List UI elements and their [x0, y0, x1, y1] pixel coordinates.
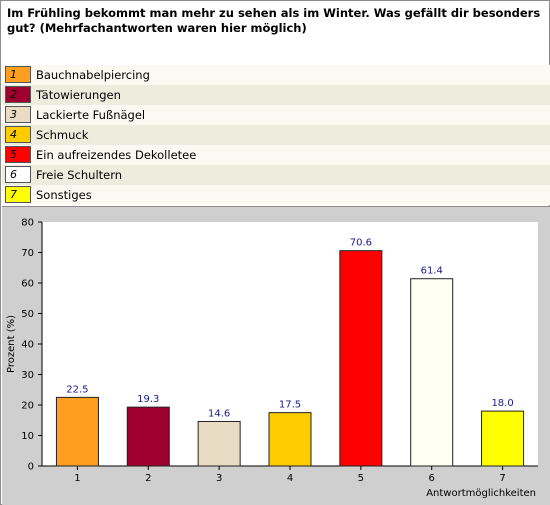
value-label-3: 14.6 — [208, 408, 230, 419]
x-tick-label-2: 2 — [145, 473, 151, 484]
y-tick-label: 0 — [28, 462, 34, 473]
legend-label-2: Tätowierungen — [36, 88, 121, 102]
x-tick-label-3: 3 — [216, 473, 222, 484]
bar-1 — [55, 396, 99, 467]
legend-swatch-1: 1 — [5, 66, 31, 83]
y-tick-label: 20 — [21, 401, 34, 412]
legend-item-5: 5 Ein aufreizendes Dekolletee — [2, 145, 550, 165]
legend-item-7: 7 Sonstiges — [2, 185, 550, 205]
y-tick-label: 80 — [21, 218, 34, 229]
bar-chart: 0 10 20 30 40 50 60 70 80 Prozent (%) 22.5 1 19.3 2 14… — [6, 218, 538, 499]
legend-item-2: 2 Tätowierungen — [2, 85, 550, 105]
value-label-6: 61.4 — [421, 266, 443, 277]
value-label-2: 19.3 — [137, 394, 159, 405]
legend-swatch-7: 7 — [5, 186, 31, 203]
legend-swatch-2: 2 — [5, 86, 31, 103]
y-tick-label: 60 — [21, 279, 34, 290]
legend: 1 Bauchnabelpiercing 2 Tätowierungen 3 L… — [2, 65, 550, 205]
bar-7 — [481, 410, 525, 467]
y-tick-label: 10 — [21, 431, 34, 442]
legend-swatch-3: 3 — [5, 106, 31, 123]
legend-swatch-5: 5 — [5, 146, 31, 163]
chart-area: 0 10 20 30 40 50 60 70 80 Prozent (%) 22.5 1 19.3 2 14… — [2, 206, 550, 505]
y-tick-label: 50 — [21, 309, 34, 320]
legend-label-7: Sonstiges — [36, 188, 92, 202]
legend-label-6: Freie Schultern — [36, 168, 123, 182]
bar-5 — [339, 250, 383, 467]
legend-item-1: 1 Bauchnabelpiercing — [2, 65, 550, 85]
x-tick-label-7: 7 — [499, 473, 505, 484]
legend-item-3: 3 Lackierte Fußnägel — [2, 105, 550, 125]
legend-label-4: Schmuck — [36, 128, 89, 142]
legend-label-5: Ein aufreizendes Dekolletee — [36, 148, 197, 162]
x-tick-label-5: 5 — [358, 473, 364, 484]
x-tick-label-4: 4 — [287, 473, 293, 484]
legend-swatch-6: 6 — [5, 166, 31, 183]
legend-item-4: 4 Schmuck — [2, 125, 550, 145]
y-tick-label: 40 — [21, 340, 34, 351]
value-label-7: 18.0 — [491, 398, 513, 409]
bar-3 — [197, 420, 241, 467]
question-title: Im Frühling bekommt man mehr zu sehen al… — [7, 6, 541, 35]
legend-swatch-4: 4 — [5, 126, 31, 143]
y-axis-label: Prozent (%) — [6, 315, 17, 373]
x-tick-label-1: 1 — [74, 473, 80, 484]
x-tick-label-6: 6 — [429, 473, 435, 484]
x-axis-label: Antwortmöglichkeiten — [426, 488, 536, 499]
value-label-1: 22.5 — [66, 384, 88, 395]
legend-item-6: 6 Freie Schultern — [2, 165, 550, 185]
bar-2 — [126, 406, 170, 467]
bar-6 — [410, 278, 454, 467]
y-tick-label: 30 — [21, 370, 34, 381]
y-tick-label: 70 — [21, 248, 34, 259]
legend-label-1: Bauchnabelpiercing — [36, 68, 150, 82]
value-label-5: 70.6 — [350, 238, 372, 249]
bar-4 — [268, 412, 312, 467]
value-label-4: 17.5 — [279, 400, 301, 411]
legend-label-3: Lackierte Fußnägel — [36, 108, 146, 122]
